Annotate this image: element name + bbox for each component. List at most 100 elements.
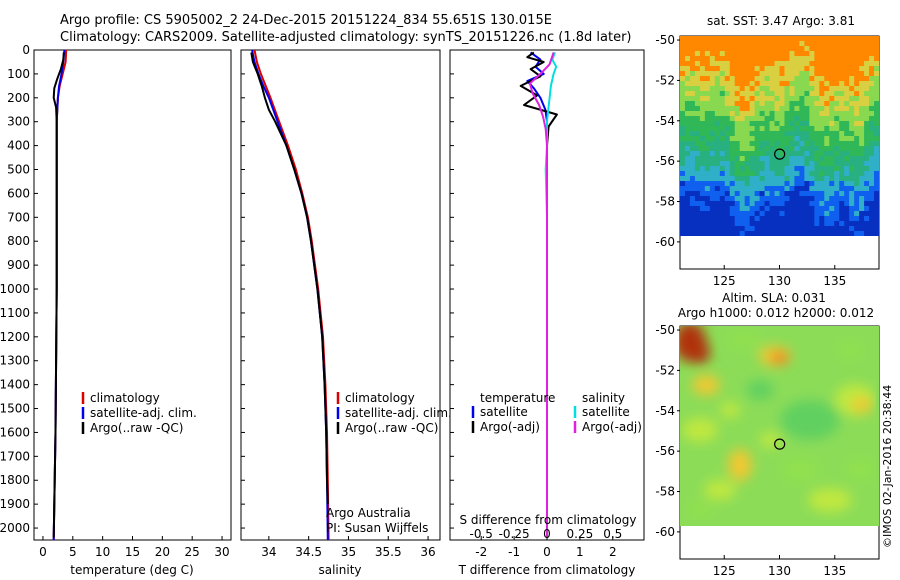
sst-cell [729,71,736,77]
sst-cell [709,121,716,127]
sst-cell [814,51,820,57]
sst-cell [864,186,870,192]
sst-cell [804,191,810,197]
sst-cell [734,196,741,202]
sst-cell [769,91,776,97]
sst-cell [819,146,825,152]
sst-cell [759,126,766,132]
sst-cell [829,211,835,217]
sst-cell [769,66,776,72]
sst-cell [774,41,780,47]
sst-cell [869,66,875,72]
sst-cell [694,181,701,187]
sst-cell [854,201,860,207]
sst-cell [744,171,751,177]
sst-cell [694,161,701,167]
sst-cell [729,41,736,47]
sst-cell [680,106,686,112]
sst-cell [864,231,870,236]
sst-cell [859,131,865,137]
sst-cell [814,196,820,202]
sst-cell [764,96,771,102]
sst-cell [739,226,746,232]
sst-cell [774,186,780,192]
sst-cell [824,61,830,67]
sst-cell [680,201,686,207]
sst-cell [714,221,721,227]
sst-cell [784,126,790,132]
sst-cell [784,196,790,202]
sst-cell [814,71,820,77]
sst-cell [854,41,860,47]
difference-legend: temperature satellite Argo(-adj) salinit… [471,391,642,434]
sst-cell [754,156,761,162]
sst-cell [744,181,751,187]
sst-cell [749,221,756,227]
sst-cell [809,76,815,82]
sst-cell [729,121,736,127]
sst-cell [864,161,870,167]
sst-cell [749,96,756,102]
sst-cell [724,156,731,162]
sst-cell [869,186,875,192]
sst-cell [844,191,850,197]
sst-cell [789,171,795,177]
sst-cell [784,161,790,167]
sst-cell [779,81,785,87]
sst-cell [804,66,810,72]
sst-cell [874,96,879,102]
sst-cell [844,181,850,187]
sst-cell [709,101,716,107]
sst-cell [804,41,810,47]
sst-cell [869,151,875,157]
sst-cell [719,76,726,82]
sst-cell [719,206,726,212]
sst-cell [774,106,780,112]
sst-cell [859,201,865,207]
sst-cell [689,181,696,187]
sst-cell [784,211,790,217]
sst-cell [719,41,726,47]
sst-cell [709,191,716,197]
sst-cell [680,226,686,232]
sst-cell [829,116,835,122]
sst-cell [794,156,800,162]
sst-cell [859,166,865,172]
sst-cell [689,86,696,92]
sst-cell [874,151,879,157]
sst-cell [764,176,771,182]
sst-cell [799,171,805,177]
lat-tick-label: -52 [655,73,675,87]
sst-cell [684,221,691,227]
sst-cell [769,136,776,142]
sst-cell [749,126,756,132]
sst-cell [764,76,771,82]
sst-cell [814,106,820,112]
sst-cell [784,156,790,162]
sst-cell [819,51,825,57]
sst-cell [724,196,731,202]
sst-cell [849,101,855,107]
sst-cell [684,51,691,57]
sst-cell [704,151,711,157]
sst-cell [809,226,815,232]
sst-cell [699,201,706,207]
sst-cell [689,36,696,42]
sst-cell [754,41,761,47]
sst-cell [734,46,741,52]
sst-cell [794,186,800,192]
sst-cell [699,106,706,112]
sst-cell [859,81,865,87]
s-difference-ticks: -0.5 -0.25 0 0.25 0.5 [470,527,623,541]
sst-cell [834,156,840,162]
sst-cell [784,171,790,177]
sst-map-panel: sat. SST: 3.47 Argo: 3.81 -50-52-54-56-5… [655,14,880,288]
sst-cell [729,171,736,177]
sst-cell [864,211,870,217]
x-tick-label: 15 [125,545,140,559]
sst-cell [874,56,879,62]
sst-cell [680,161,686,167]
sst-cell [839,76,845,82]
